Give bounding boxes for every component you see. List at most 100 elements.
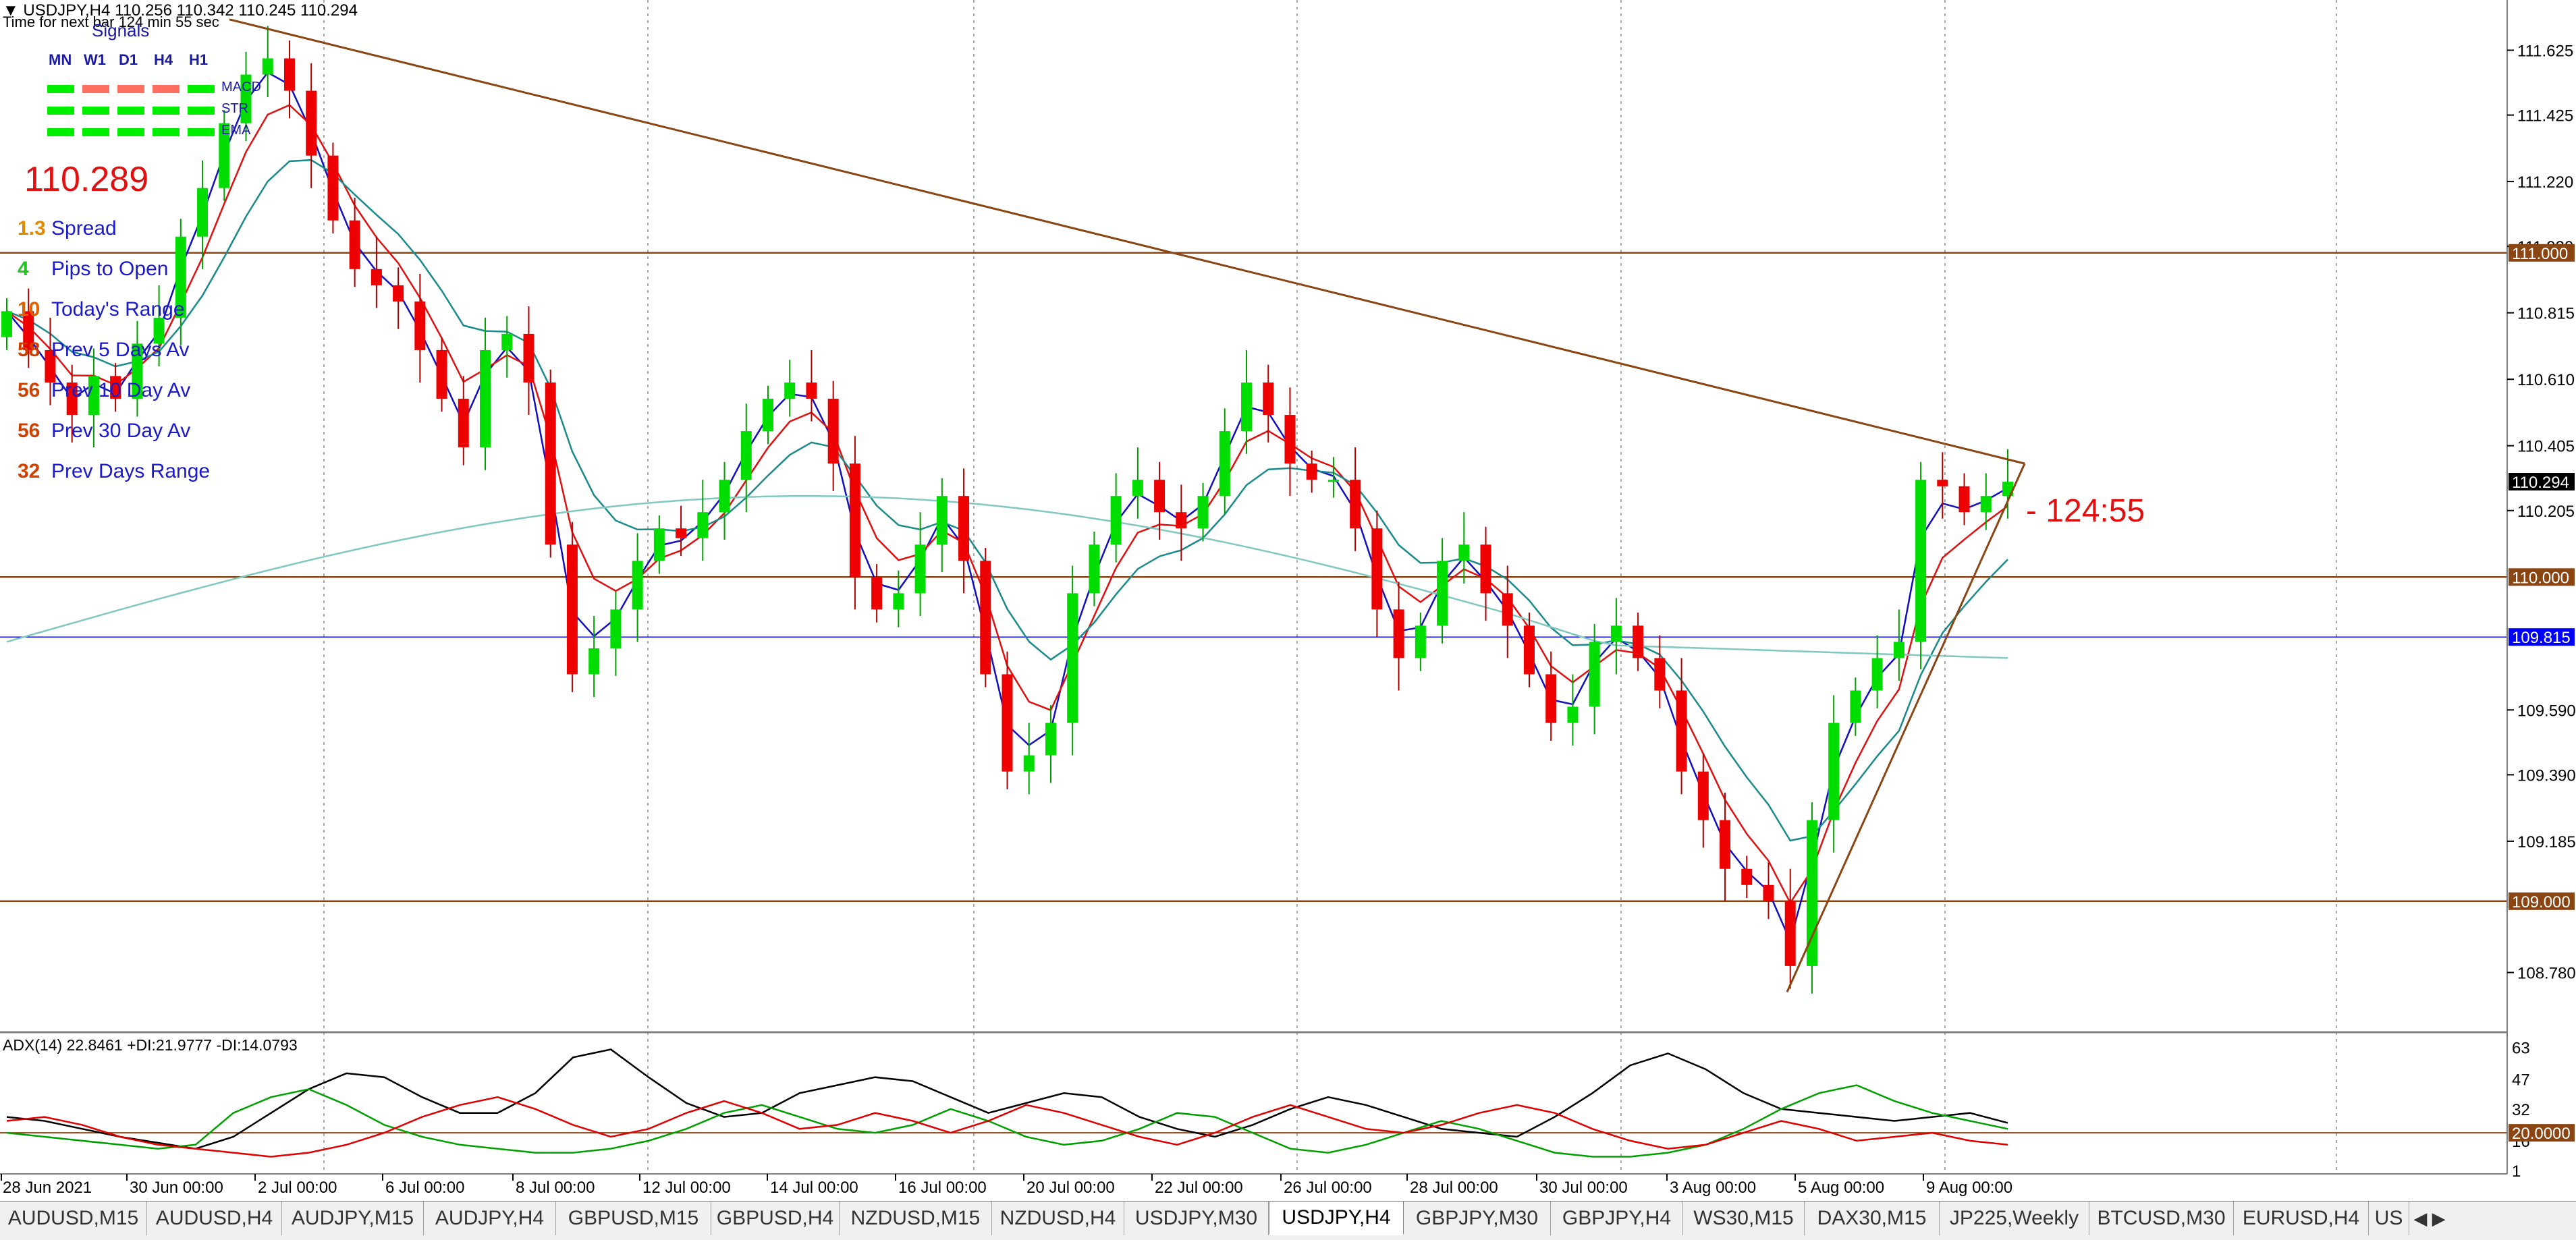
tab-btcusd-m30[interactable]: BTCUSD,M30 [2089,1202,2234,1235]
signal-block-up [153,107,180,115]
time-axis[interactable]: 28 Jun 2021 30 Jun 00:00 2 Jul 00:00 6 Jul … [1,1174,2012,1197]
tab-eurusd-h4[interactable]: EURUSD,H4 [2234,1202,2369,1235]
candle-body [806,382,817,399]
candle-body [588,648,600,675]
tab-gbpjpy-m30[interactable]: GBPJPY,M30 [1404,1202,1551,1235]
candle-body [849,463,860,577]
tab-audusd-m15[interactable]: AUDUSD,M15 [0,1202,147,1235]
tab-nzdusd-m15[interactable]: NZDUSD,M15 [840,1202,992,1235]
info-value: 4 [18,258,29,280]
info-value: 56 [18,379,40,401]
collapse-triangle-icon[interactable]: ▼ [3,1,24,20]
chart-canvas[interactable]: 108.780 109.185 109.390 109.590 110.205 110.4… [0,0,2576,1201]
adx-series-minus-DI [6,1096,2008,1158]
tab-audusd-h4[interactable]: AUDUSD,H4 [147,1202,282,1235]
tab-gbpusd-m15[interactable]: GBPUSD,M15 [556,1202,711,1235]
candle-body [566,544,578,675]
trendline-support[interactable] [1786,463,2026,992]
candle-body [610,609,622,649]
signal-block-up [82,128,109,136]
candle-body [1371,528,1383,610]
candle-body [1763,884,1774,901]
candle-body [1284,415,1296,464]
signal-block-up [153,128,180,136]
candle-body [1241,382,1253,432]
candle-body [436,349,447,399]
candle-body [327,155,339,221]
adx-tick-label: 63 [2512,1040,2530,1058]
candle-body [1393,609,1404,658]
signals-title: Signals [92,20,150,40]
candle-body [1784,901,1796,966]
tab-jp225-weekly[interactable]: JP225,Weekly [1940,1202,2089,1235]
info-label: Today's Range [51,298,185,320]
candle-body [676,528,687,538]
candle-body [762,399,773,432]
tab-dax30-m15[interactable]: DAX30,M15 [1805,1202,1940,1235]
candle-body [1067,593,1078,723]
price-label: 110.405 [2517,438,2575,456]
tab-scroll-arrows-icon[interactable]: ◀ ▶ [2409,1202,2450,1235]
price-label: 111.220 [2517,173,2573,192]
candle-body [1610,625,1622,642]
price-level-badge-label: 111.000 [2512,245,2568,263]
candle-body [1045,723,1056,756]
tab-us[interactable]: US [2369,1202,2409,1235]
candle-body [545,382,556,545]
tab-gbpjpy-h4[interactable]: GBPJPY,H4 [1551,1202,1683,1235]
info-label: Spread [51,217,117,239]
candle-body [784,382,796,399]
info-label: Prev 30 Day Av [51,420,191,442]
info-label: Pips to Open [51,258,169,280]
signal-block-down [153,85,180,93]
candle-body [414,301,426,350]
tab-audjpy-h4[interactable]: AUDJPY,H4 [424,1202,556,1235]
signal-row-label: EMA [221,123,251,138]
adx-level-badge-label: 20.0000 [2512,1125,2571,1143]
price-label: 110.815 [2517,305,2575,323]
tab-gbpusd-h4[interactable]: GBPUSD,H4 [711,1202,840,1235]
candle-body [1937,480,1948,486]
time-label: 14 Jul 00:00 [770,1179,858,1197]
tab-usdjpy-m30[interactable]: USDJPY,M30 [1124,1202,1269,1235]
candle-body [349,220,360,269]
candle-body [740,431,752,480]
price-level-badge [2509,244,2575,262]
candle-body [871,577,883,610]
price-label: 110.205 [2517,503,2575,521]
candle-body [1850,690,1861,723]
price-level-badge-label: 109.815 [2512,629,2571,647]
signal-timeframe-h4: H4 [154,51,173,68]
adx-level-badge [2509,1124,2575,1142]
adx-series-ADX [6,1048,2008,1150]
candle-body [1654,658,1666,691]
signal-block-up [47,85,74,93]
candle-body [653,528,665,561]
tab-audjpy-m15[interactable]: AUDJPY,M15 [282,1202,424,1235]
time-label: 8 Jul 00:00 [516,1179,595,1197]
signal-block-up [188,128,215,136]
trendlines[interactable] [229,18,2026,992]
price-level-badge-label: 110.294 [2512,474,2569,492]
candle-body [1871,658,1883,691]
tab-ws30-m15[interactable]: WS30,M15 [1683,1202,1805,1235]
candle-body [1633,625,1644,658]
candle-body [458,399,469,448]
candle-body [1023,755,1035,772]
adx-tick-label: 47 [2512,1071,2530,1090]
info-value: 32 [18,460,40,482]
candle-body [1980,496,1992,513]
signals-panel: Signals MN W1 D1 H4 H1 MACD STR EMA [47,19,261,140]
time-label: 28 Jul 00:00 [1410,1179,1498,1197]
current-price: 110.289 [24,160,149,199]
tab-usdjpy-h4[interactable]: USDJPY,H4 [1269,1202,1404,1235]
candle-body [1350,480,1361,529]
trendline-resistance[interactable] [229,18,2025,465]
candle-body [1132,480,1143,497]
candle-body [1110,496,1122,545]
price-level-badge [2509,568,2575,586]
tab-nzdusd-h4[interactable]: NZDUSD,H4 [992,1202,1124,1235]
signal-row-label: MACD [221,80,261,94]
price-axis[interactable]: 108.780 109.185 109.390 109.590 110.205 110.4… [2507,42,2576,983]
candle-body [23,311,34,350]
